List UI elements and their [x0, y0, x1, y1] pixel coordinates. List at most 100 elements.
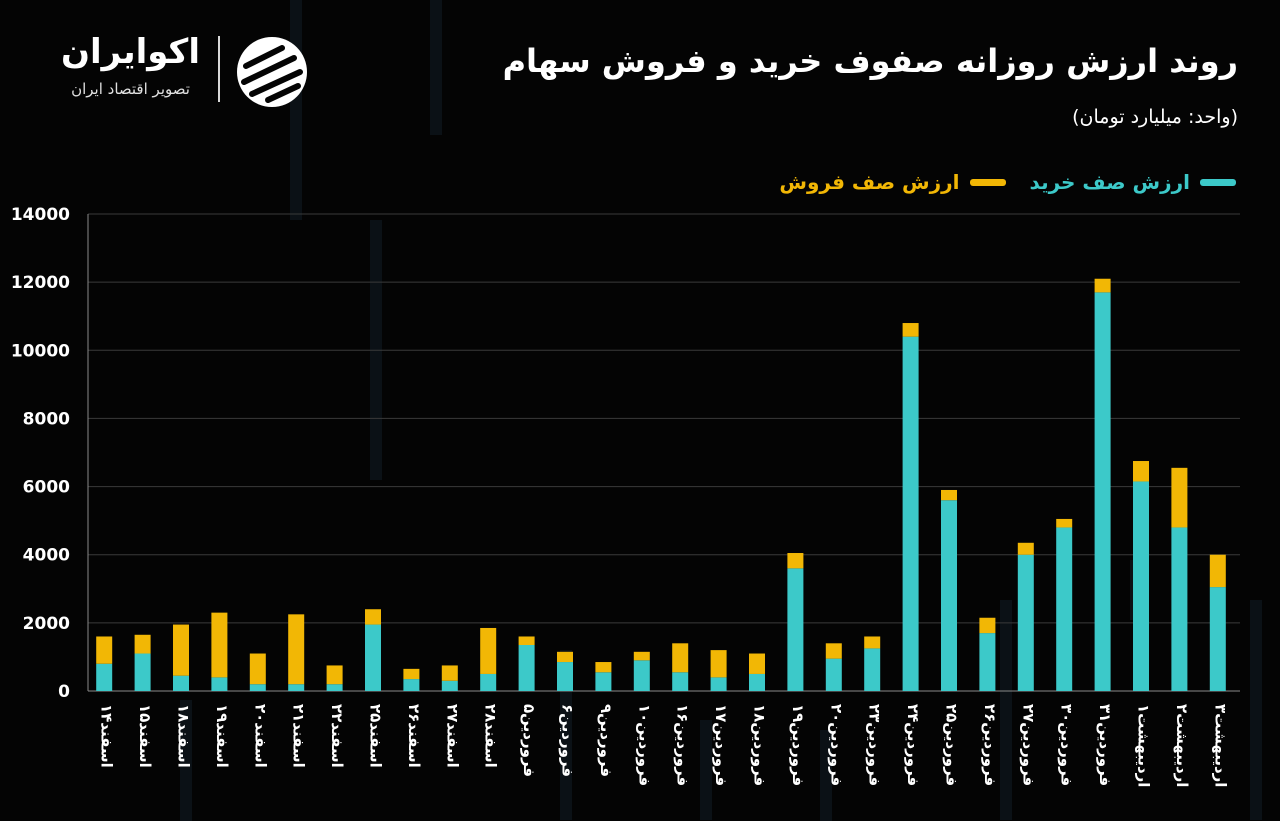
x-tick-label: اسفند۲۸: [482, 704, 500, 768]
bar-sell: [595, 662, 612, 673]
bar-sell: [902, 323, 919, 337]
x-tick-label: فروردین۵: [520, 704, 538, 777]
bg-candle-8: [820, 730, 832, 821]
bar-sell: [441, 665, 458, 681]
bar-buy: [864, 648, 881, 691]
bar-buy: [211, 677, 228, 691]
legend-label-buy: ارزش صف خرید: [1029, 170, 1190, 194]
x-tick-label: اردیبهشت۳: [1211, 704, 1229, 787]
bar-sell: [480, 627, 497, 674]
legend-item-sell: ارزش صف فروش: [779, 170, 1006, 194]
x-tick-label: فروردین۲۰: [827, 704, 845, 786]
x-tick-label: اسفند۱۹: [213, 704, 231, 768]
brand-separator: [218, 36, 220, 102]
bar-sell: [96, 636, 113, 664]
bg-candle-6: [560, 650, 572, 820]
x-tick-label: اسفند۱۴: [98, 704, 116, 768]
x-tick-label: فروردین۱۸: [751, 704, 769, 786]
bar-sell: [518, 636, 535, 646]
x-tick-label: اسفند۱۵: [136, 704, 154, 768]
x-tick-label: اسفند۲۷: [443, 704, 461, 768]
bar-buy: [480, 673, 497, 691]
bar-buy: [557, 662, 573, 691]
bg-candle-7: [180, 700, 192, 821]
bar-buy: [249, 684, 266, 691]
bar-buy: [173, 675, 189, 691]
y-tick-label: 6000: [23, 478, 70, 498]
bar-buy: [595, 672, 612, 691]
x-tick-label: فروردین۲۳: [866, 704, 884, 786]
bar-buy: [1133, 481, 1149, 691]
ecoiran-stripes-icon: [237, 37, 307, 107]
bar-buy: [902, 336, 919, 691]
bar-sell: [1133, 461, 1149, 482]
x-tick-label: فروردین۲۷: [1019, 704, 1037, 786]
bar-buy: [710, 677, 727, 691]
brand-name: اکوایران: [61, 32, 200, 72]
bar-buy: [1171, 527, 1188, 691]
x-tick-label: فروردین۱۰: [635, 704, 653, 786]
bg-candle-5: [700, 720, 712, 820]
bar-buy: [825, 658, 842, 691]
bar-sell: [1056, 518, 1073, 528]
bar-sell: [787, 553, 804, 569]
bar-sell: [941, 489, 957, 501]
bar-sell: [288, 614, 305, 685]
y-tick-label: 2000: [23, 614, 70, 634]
bar-buy: [441, 680, 458, 691]
bar-sell: [672, 643, 689, 673]
x-tick-label: فروردین۲۶: [981, 704, 999, 786]
bar-sell: [365, 609, 381, 625]
bg-candle-4: [1250, 600, 1262, 820]
bar-buy: [749, 673, 765, 691]
bar-sell: [749, 653, 765, 674]
bar-sell: [633, 651, 650, 661]
y-tick-label: 14000: [11, 205, 70, 225]
bar-sell: [710, 650, 727, 678]
y-tick-label: 8000: [23, 409, 70, 429]
bar-buy: [787, 568, 804, 691]
x-tick-label: فروردین۹: [597, 704, 615, 777]
chart-legend: ارزش صف خرید ارزش صف فروش: [779, 170, 1236, 194]
bar-sell: [403, 668, 420, 680]
y-tick-label: 10000: [11, 341, 70, 361]
bar-buy: [326, 684, 343, 691]
bar-sell: [326, 665, 343, 685]
y-tick-label: 12000: [11, 273, 70, 293]
bg-candle-1: [430, 0, 442, 135]
x-tick-label: فروردین۶: [559, 704, 577, 777]
bar-buy: [672, 672, 689, 691]
y-tick-label: 4000: [23, 546, 70, 566]
bar-buy: [1017, 554, 1034, 691]
bar-sell: [249, 653, 266, 685]
x-tick-label: اسفند۲۱: [290, 704, 308, 768]
legend-label-sell: ارزش صف فروش: [779, 170, 960, 194]
x-tick-label: فروردین۳۰: [1058, 704, 1076, 786]
bar-sell: [825, 643, 842, 659]
bar-sell: [134, 634, 151, 654]
x-tick-label: فروردین۲۵: [943, 704, 961, 786]
bar-sell: [864, 636, 881, 649]
chart-unit: (واحد: میلیارد تومان): [1072, 106, 1238, 128]
x-tick-label: فروردین۱۶: [674, 704, 692, 786]
x-tick-label: اردیبهشت۲: [1173, 704, 1191, 787]
x-tick-label: اسفند۲۵: [367, 704, 385, 768]
x-tick-label: اسفند۲۶: [405, 704, 423, 768]
bar-buy: [941, 500, 957, 691]
bar-sell: [557, 651, 573, 663]
bar-buy: [518, 645, 535, 691]
x-tick-label: اسفند۱۸: [175, 704, 193, 768]
legend-swatch-sell: [969, 178, 1006, 186]
brand-logo: اکوایران تصویر اقتصاد ایران: [48, 30, 318, 110]
bg-candle-3: [1000, 600, 1012, 820]
bar-buy: [365, 624, 381, 691]
x-tick-label: فروردین۲۴: [904, 704, 922, 786]
bar-buy: [979, 633, 996, 691]
bar-buy: [288, 684, 305, 691]
x-tick-label: فروردین۳۱: [1096, 704, 1114, 786]
bar-buy: [1094, 292, 1111, 691]
bar-sell: [211, 612, 228, 678]
legend-item-buy: ارزش صف خرید: [1030, 170, 1236, 194]
